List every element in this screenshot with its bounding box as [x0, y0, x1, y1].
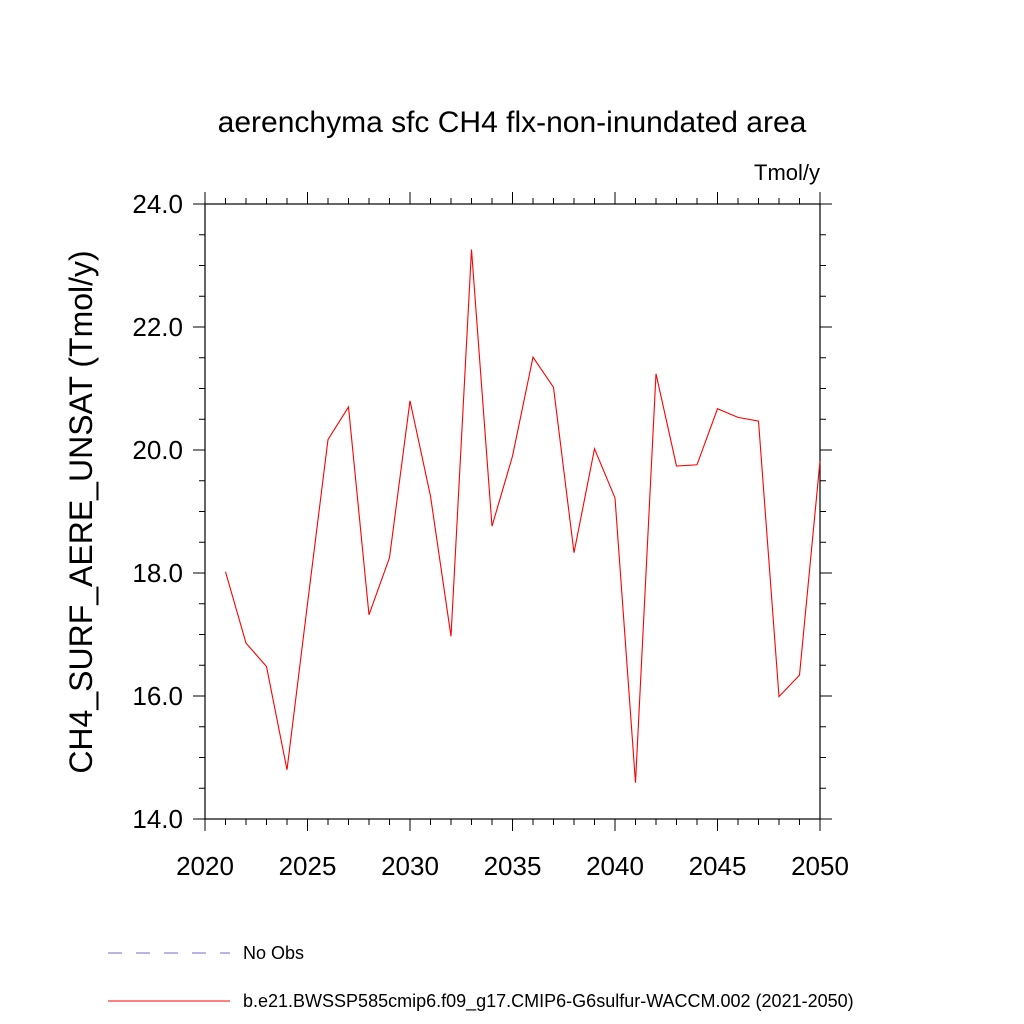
x-tick-label: 2020 [176, 851, 234, 881]
data-point [819, 460, 821, 462]
legend-label-no-obs: No Obs [243, 943, 304, 963]
data-point [573, 552, 575, 554]
legend-label-model-run: b.e21.BWSSP585cmip6.f09_g17.CMIP6-G6sulf… [243, 991, 854, 1012]
data-point [635, 782, 637, 784]
data-point [758, 420, 760, 422]
data-point [409, 400, 411, 402]
y-tick-label: 20.0 [132, 435, 183, 465]
data-point [553, 386, 555, 388]
data-point [491, 525, 493, 527]
x-tick-label: 2035 [484, 851, 542, 881]
data-point [307, 603, 309, 605]
data-point [655, 373, 657, 375]
data-point [594, 448, 596, 450]
x-tick-label: 2050 [791, 851, 849, 881]
y-tick-label: 24.0 [132, 189, 183, 219]
y-tick-label: 22.0 [132, 312, 183, 342]
x-tick-label: 2045 [689, 851, 747, 881]
data-point [266, 666, 268, 668]
y-tick-label: 16.0 [132, 681, 183, 711]
data-point [430, 495, 432, 497]
series-line-0 [224, 249, 821, 783]
data-point [737, 417, 739, 419]
data-point [778, 696, 780, 698]
data-point [245, 642, 247, 644]
data-point [389, 557, 391, 559]
y-tick-label: 14.0 [132, 804, 183, 834]
data-point [225, 571, 227, 573]
x-tick-label: 2030 [381, 851, 439, 881]
data-point [450, 636, 452, 638]
plot-frame [204, 203, 821, 820]
data-point [368, 614, 370, 616]
data-point [512, 455, 514, 457]
axes: 2020 2025 2030 2035 2040 2045 2050 14.0 16.0 18.0… [132, 189, 849, 881]
data-point [614, 497, 616, 499]
data-point [327, 439, 329, 441]
data-point [696, 464, 698, 466]
units-label: Tmol/y [754, 160, 820, 185]
data-point [717, 408, 719, 410]
y-tick-label: 18.0 [132, 558, 183, 588]
legend: No Obs b.e21.BWSSP585cmip6.f09_g17.CMIP6… [108, 943, 854, 1012]
x-tick-label: 2040 [586, 851, 644, 881]
data-point [799, 674, 801, 676]
series-layer [224, 249, 821, 784]
data-point [286, 769, 288, 771]
y-axis-label: CH4_SURF_AERE_UNSAT (Tmol/y) [63, 250, 99, 773]
data-point [471, 249, 473, 251]
data-point [676, 465, 678, 467]
data-point [532, 356, 534, 358]
chart-title: aerenchyma sfc CH4 flx-non-inundated are… [218, 106, 807, 139]
data-point [348, 406, 350, 408]
x-tick-label: 2025 [279, 851, 337, 881]
